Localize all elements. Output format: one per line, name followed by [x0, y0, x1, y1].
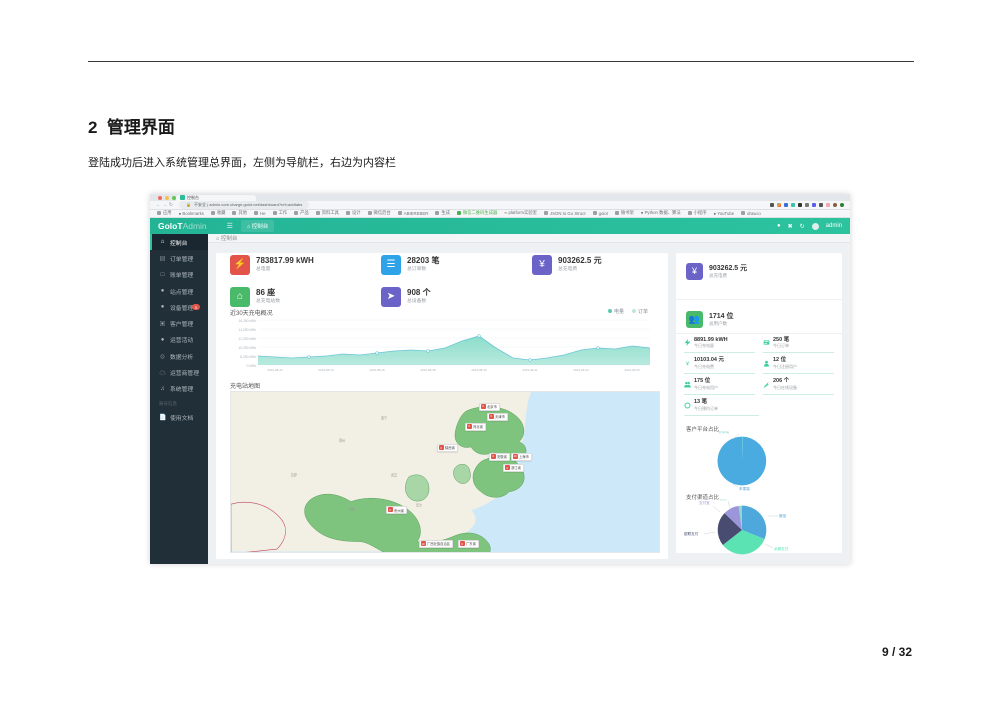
- svg-text:武汉: 武汉: [391, 472, 398, 478]
- svg-text:16,250 kWh: 16,250 kWh: [238, 319, 256, 323]
- svg-text:长沙: 长沙: [416, 502, 423, 508]
- svg-text:西宁: 西宁: [381, 415, 388, 421]
- svg-text:2019-08-22: 2019-08-22: [267, 368, 283, 372]
- svg-text:2019-08-24: 2019-08-24: [318, 368, 334, 372]
- svg-text:支付宝: 支付宝: [699, 500, 710, 505]
- svg-text:2019-09-01: 2019-09-01: [522, 368, 538, 372]
- svg-text:2019-08-30: 2019-08-30: [471, 368, 487, 372]
- svg-text:郑州: 郑州: [339, 437, 346, 443]
- svg-text:2019-08-28: 2019-08-28: [420, 368, 436, 372]
- svg-text:¥: ¥: [686, 361, 690, 366]
- svg-text:安卓端: 安卓端: [718, 431, 729, 434]
- svg-text:2019-09-03: 2019-09-03: [573, 368, 589, 372]
- svg-text:苹果端: 苹果端: [739, 486, 750, 491]
- svg-text:2019-09-05: 2019-09-05: [624, 368, 640, 372]
- svg-text:12,250 kWh: 12,250 kWh: [238, 337, 256, 341]
- svg-text:8,250 kWh: 8,250 kWh: [240, 355, 256, 359]
- svg-text:其他: 其他: [720, 499, 727, 501]
- svg-text:银联支付: 银联支付: [684, 531, 699, 536]
- svg-text:2019-08-26: 2019-08-26: [369, 368, 385, 372]
- svg-text:10,250 kWh: 10,250 kWh: [238, 346, 256, 350]
- svg-text:微信: 微信: [779, 513, 787, 518]
- svg-text:余额支付: 余额支付: [774, 546, 789, 551]
- svg-text:14,250 kWh: 14,250 kWh: [238, 328, 256, 332]
- svg-text:0 kWh: 0 kWh: [247, 364, 257, 368]
- svg-text:拉萨: 拉萨: [291, 472, 298, 478]
- svg-text:成都: 成都: [349, 505, 356, 511]
